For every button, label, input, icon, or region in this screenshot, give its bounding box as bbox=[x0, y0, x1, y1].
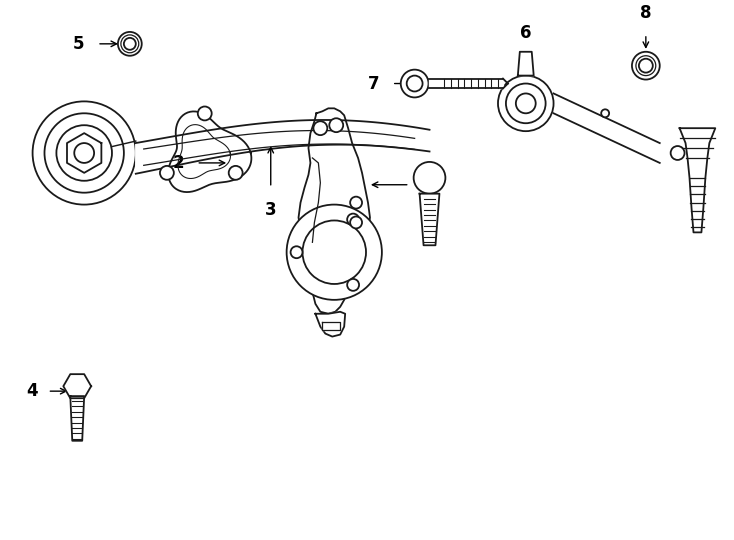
Circle shape bbox=[347, 214, 359, 226]
Polygon shape bbox=[63, 374, 91, 398]
Circle shape bbox=[414, 162, 446, 194]
Text: 1: 1 bbox=[420, 176, 431, 194]
Text: 8: 8 bbox=[640, 4, 652, 22]
Circle shape bbox=[124, 38, 136, 50]
Circle shape bbox=[347, 279, 359, 291]
Text: 2: 2 bbox=[172, 154, 184, 172]
Text: 4: 4 bbox=[26, 382, 37, 400]
Polygon shape bbox=[680, 128, 716, 232]
Circle shape bbox=[516, 93, 536, 113]
Polygon shape bbox=[168, 111, 251, 192]
Circle shape bbox=[197, 106, 211, 120]
Circle shape bbox=[160, 166, 174, 180]
Polygon shape bbox=[553, 93, 660, 163]
Circle shape bbox=[57, 125, 112, 181]
Circle shape bbox=[229, 166, 243, 180]
Text: 3: 3 bbox=[265, 201, 277, 219]
Circle shape bbox=[69, 138, 99, 168]
Circle shape bbox=[291, 246, 302, 258]
Circle shape bbox=[350, 197, 362, 208]
Polygon shape bbox=[322, 322, 340, 329]
Polygon shape bbox=[70, 396, 84, 441]
Circle shape bbox=[498, 76, 553, 131]
Polygon shape bbox=[67, 133, 101, 173]
Text: 5: 5 bbox=[73, 35, 84, 53]
Circle shape bbox=[330, 118, 344, 132]
Polygon shape bbox=[299, 109, 370, 314]
Circle shape bbox=[313, 122, 327, 135]
Polygon shape bbox=[517, 52, 534, 76]
Circle shape bbox=[45, 113, 124, 193]
Circle shape bbox=[286, 205, 382, 300]
Circle shape bbox=[601, 109, 609, 117]
Circle shape bbox=[506, 84, 545, 123]
Circle shape bbox=[401, 70, 429, 97]
Text: 7: 7 bbox=[368, 75, 380, 92]
Polygon shape bbox=[429, 78, 503, 89]
Circle shape bbox=[407, 76, 423, 91]
Circle shape bbox=[350, 217, 362, 228]
Text: 6: 6 bbox=[520, 24, 531, 42]
Polygon shape bbox=[316, 312, 345, 336]
Circle shape bbox=[639, 59, 653, 72]
Circle shape bbox=[671, 146, 685, 160]
Polygon shape bbox=[420, 194, 440, 245]
Circle shape bbox=[632, 52, 660, 79]
Circle shape bbox=[74, 143, 94, 163]
Polygon shape bbox=[136, 120, 429, 174]
Circle shape bbox=[118, 32, 142, 56]
Circle shape bbox=[32, 102, 136, 205]
